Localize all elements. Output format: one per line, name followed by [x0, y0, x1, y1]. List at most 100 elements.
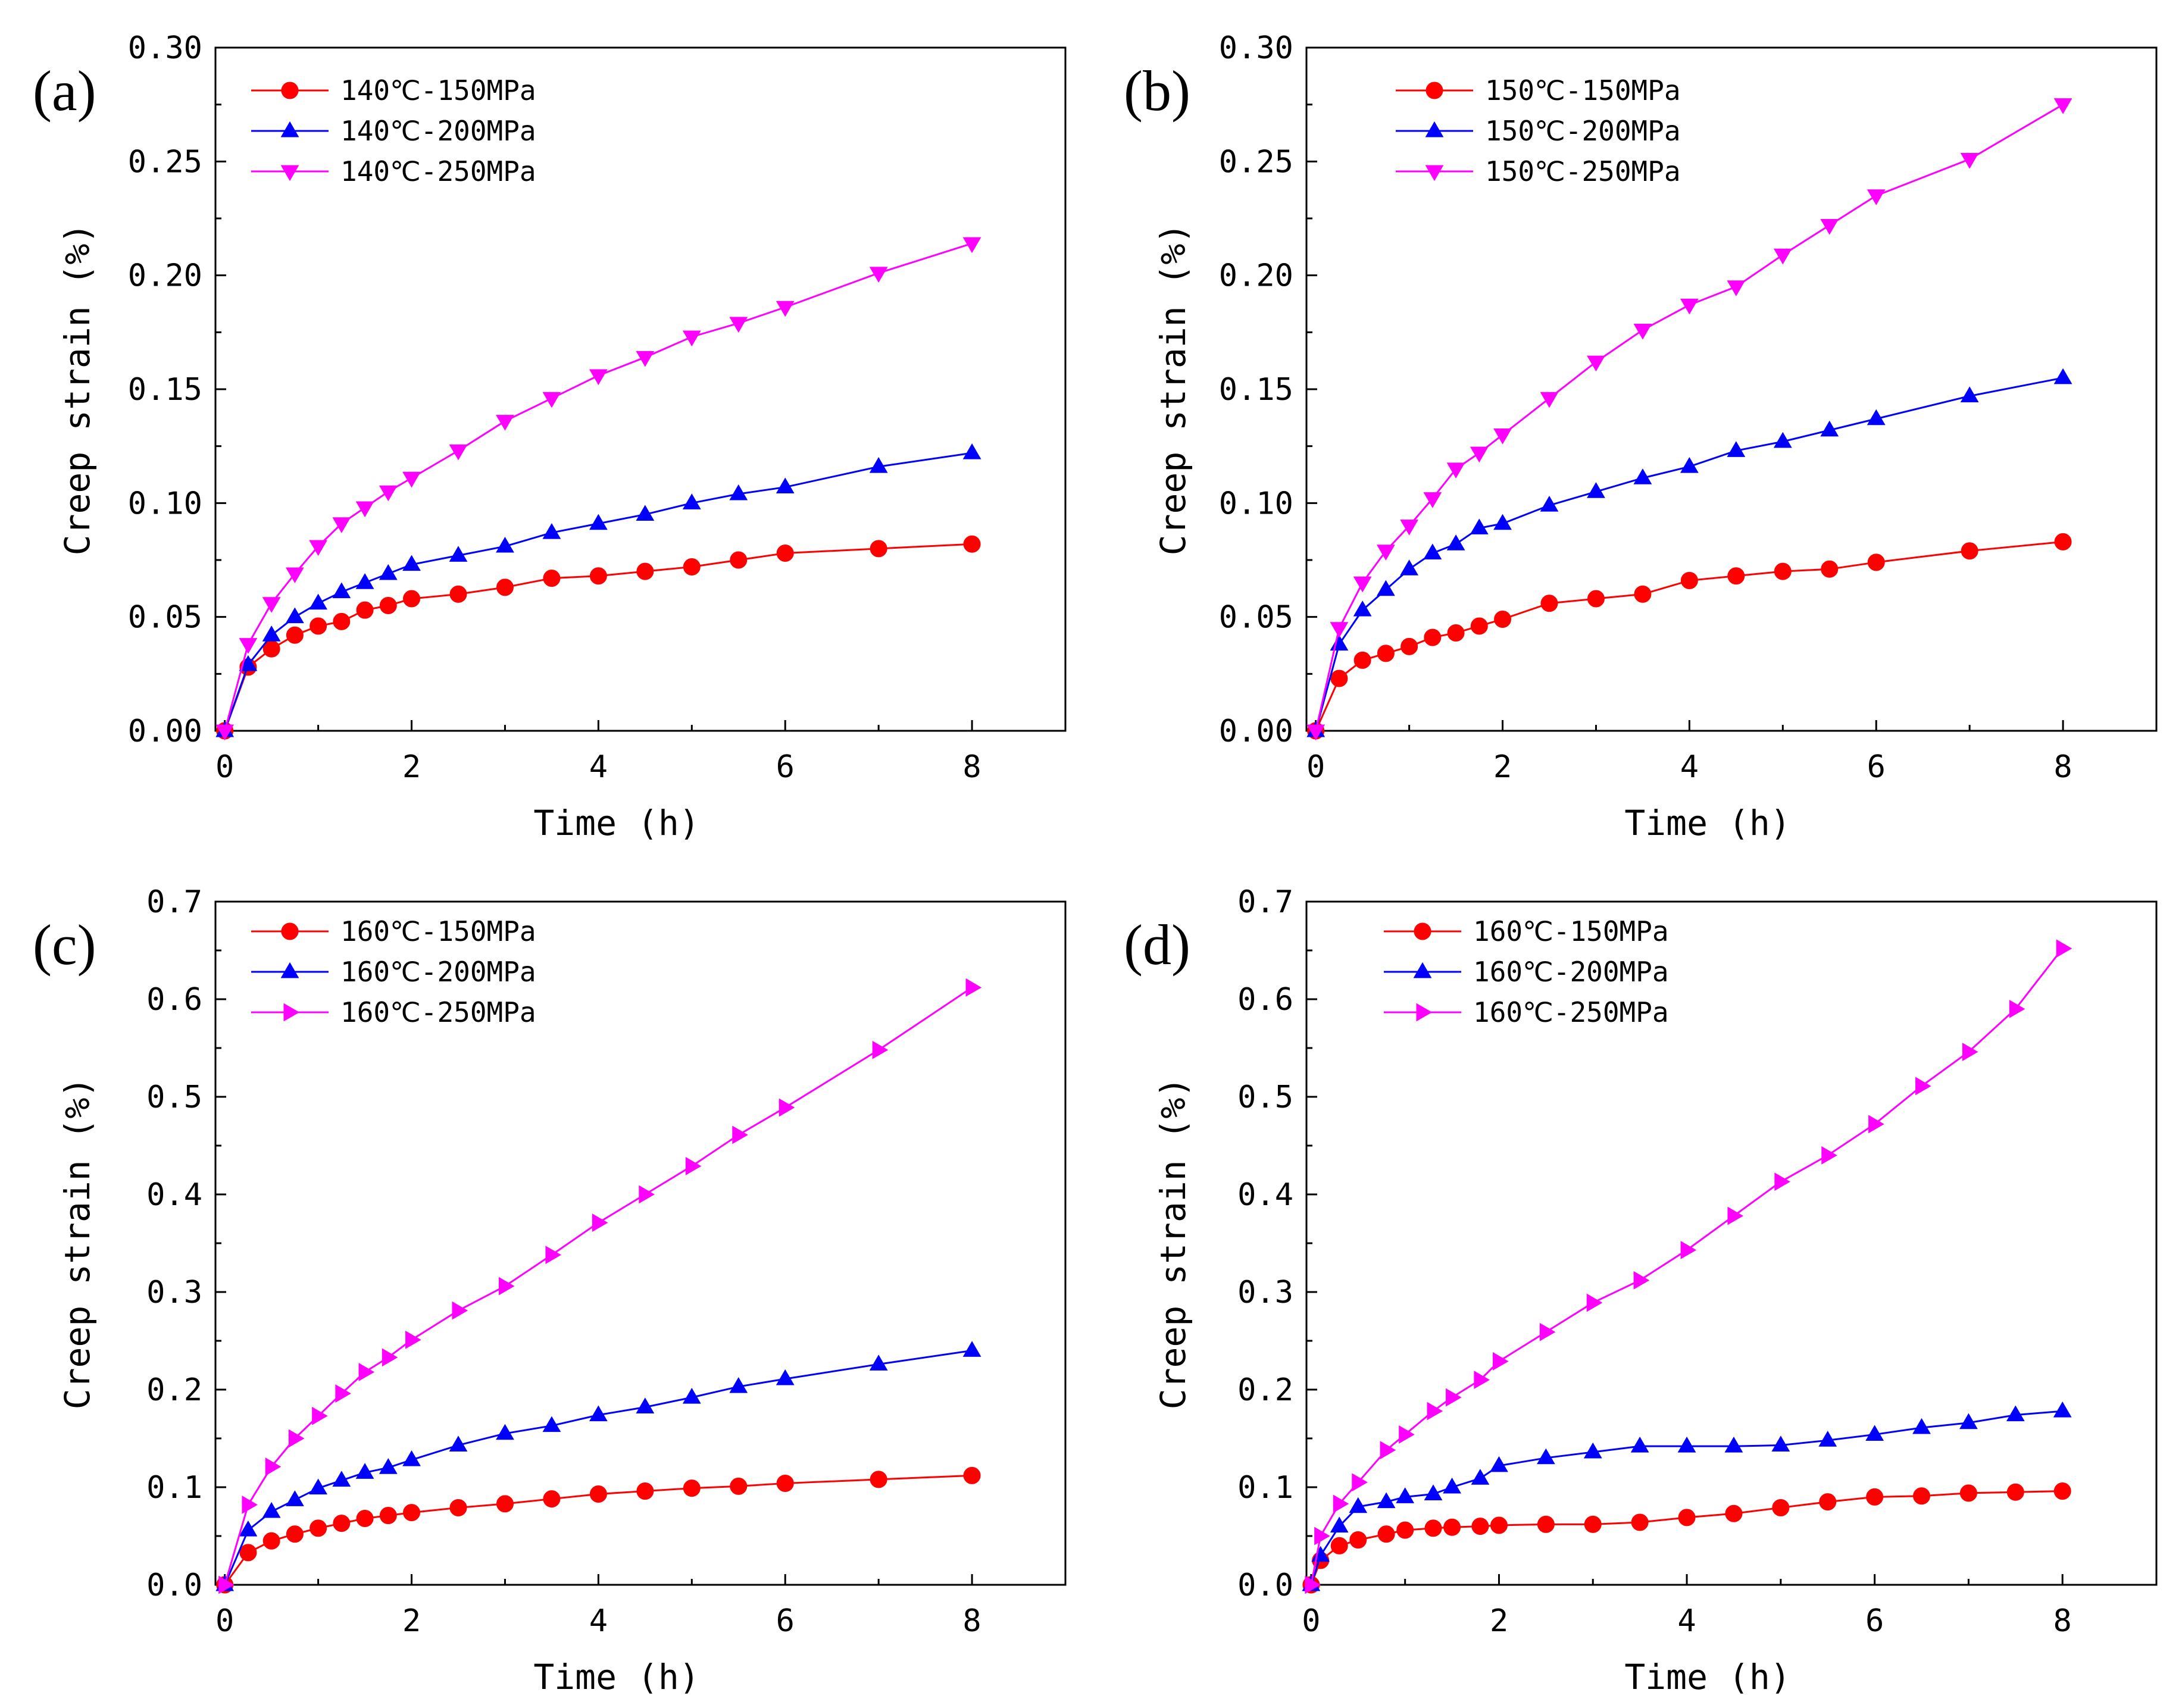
- data-point: [543, 570, 561, 587]
- data-point: [963, 1466, 981, 1484]
- series-line: [224, 242, 973, 731]
- data-point: [1866, 1488, 1884, 1506]
- data-point: [1633, 1271, 1650, 1290]
- data-point: [962, 443, 981, 459]
- series-2: [1305, 939, 2072, 1594]
- data-point: [402, 471, 421, 488]
- data-point: [1330, 1537, 1348, 1554]
- data-point: [962, 237, 981, 254]
- x-tick-label: 4: [1677, 1603, 1696, 1639]
- legend-entry: 140℃-150MPa: [340, 74, 536, 107]
- data-point: [1377, 645, 1395, 662]
- data-point: [1677, 1437, 1696, 1453]
- panel-label: (d): [1124, 913, 1190, 977]
- legend-marker: [1414, 922, 1431, 940]
- data-point: [402, 555, 421, 571]
- data-point: [776, 301, 795, 317]
- data-point: [1446, 462, 1465, 479]
- data-point: [262, 1501, 281, 1518]
- x-tick-label: 4: [1680, 749, 1699, 785]
- data-point: [1330, 1516, 1349, 1533]
- data-point: [776, 545, 794, 562]
- data-point: [358, 1363, 375, 1381]
- data-point: [1680, 1241, 1697, 1259]
- data-point: [1377, 1525, 1395, 1543]
- x-tick-label: 0: [215, 1603, 234, 1639]
- data-point: [776, 1369, 795, 1385]
- data-point: [1865, 1425, 1884, 1441]
- data-point: [682, 493, 701, 509]
- data-point: [1774, 1172, 1790, 1191]
- legend-marker: [283, 1003, 300, 1022]
- data-point: [355, 501, 374, 518]
- data-point: [286, 1525, 304, 1543]
- data-point: [589, 1485, 607, 1503]
- data-point: [1537, 1515, 1555, 1533]
- data-point: [1333, 1494, 1349, 1513]
- data-point: [1584, 1515, 1602, 1533]
- data-point: [1633, 324, 1652, 340]
- legend-entry: 140℃-200MPa: [340, 115, 536, 147]
- y-axis-label: Creep strain (%): [1153, 223, 1193, 556]
- data-point: [682, 330, 701, 347]
- x-tick-label: 6: [1867, 749, 1886, 785]
- data-point: [1314, 1526, 1330, 1546]
- data-point: [776, 1474, 794, 1492]
- data-point: [403, 1504, 421, 1522]
- y-tick-label: 0.4: [146, 1177, 202, 1213]
- legend: 160℃-150MPa 160℃-200MPa 160℃-250MPa: [1384, 915, 1669, 1028]
- data-point: [239, 1521, 258, 1537]
- data-point: [498, 1277, 515, 1296]
- data-point: [1633, 468, 1652, 484]
- series-1: [215, 443, 981, 737]
- data-point: [382, 1348, 398, 1367]
- data-point: [1471, 1469, 1490, 1485]
- data-point: [1680, 571, 1698, 589]
- x-tick-label: 8: [2053, 1603, 2072, 1639]
- y-tick-label: 0.25: [1219, 144, 1293, 180]
- y-tick-label: 0.1: [1237, 1470, 1293, 1506]
- series-2: [215, 237, 981, 741]
- y-tick-label: 0.4: [1237, 1177, 1293, 1213]
- data-point: [1820, 218, 1839, 235]
- data-point: [1447, 624, 1465, 642]
- data-point: [239, 638, 258, 654]
- data-point: [262, 625, 281, 642]
- data-point: [730, 1477, 748, 1495]
- data-point: [2006, 1405, 2025, 1422]
- x-tick-label: 4: [589, 749, 608, 785]
- data-point: [1330, 622, 1349, 638]
- data-point: [2009, 1000, 2025, 1018]
- data-point: [239, 1544, 257, 1562]
- x-axis-label: Time (h): [533, 803, 699, 843]
- data-point: [1680, 298, 1699, 315]
- data-point: [1583, 1442, 1602, 1459]
- data-point: [870, 1471, 887, 1488]
- data-point: [1401, 637, 1418, 655]
- x-tick-label: 2: [402, 1603, 421, 1639]
- data-point: [962, 1341, 981, 1357]
- x-tick-label: 4: [589, 1603, 608, 1639]
- data-point: [2056, 939, 2072, 958]
- chart-panel-a: 0.00 0.05 0.10 0.15 0.20 0.25 0.30 0 2 4 6 8 Time (h…: [0, 0, 1091, 854]
- data-point: [1353, 600, 1372, 617]
- y-tick-label: 0.15: [1219, 372, 1293, 408]
- chart-panel-d: 0.0 0.1 0.2 0.3 0.4 0.5 0.6 0.7 0 2 4 6 8 Time (h) Cre…: [1091, 854, 2182, 1708]
- data-point: [333, 612, 351, 630]
- data-point: [2053, 98, 2072, 114]
- data-point: [1867, 189, 1886, 205]
- data-point: [265, 1457, 282, 1476]
- data-point: [870, 540, 887, 558]
- data-point: [869, 267, 888, 283]
- data-point: [1962, 1043, 1978, 1061]
- data-point: [1349, 1531, 1367, 1549]
- panel-label: (c): [33, 913, 96, 977]
- data-point: [1399, 1425, 1415, 1444]
- x-axis-label: Time (h): [1624, 1657, 1790, 1697]
- legend-marker: [280, 962, 299, 978]
- data-point: [776, 477, 795, 494]
- data-point: [312, 1406, 328, 1425]
- data-point: [1349, 1497, 1368, 1513]
- data-point: [1400, 520, 1419, 536]
- legend-entry: 160℃-250MPa: [340, 996, 536, 1028]
